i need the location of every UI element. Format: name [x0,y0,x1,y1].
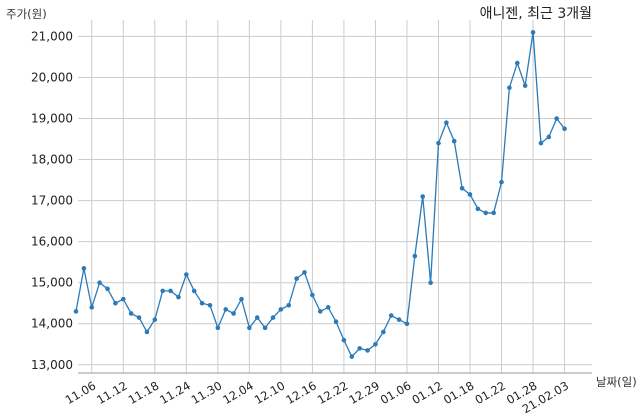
data-point [223,307,229,312]
data-point [81,266,87,271]
data-point [302,270,307,275]
x-tick-label: 01.12 [409,378,445,407]
data-point [310,292,315,298]
data-point [215,325,221,331]
y-tick-label: 21,000 [31,29,73,43]
data-point [317,309,323,314]
chart-title: 애니젠, 최근 3개월 [480,6,592,22]
data-point [176,294,181,300]
data-point [507,85,512,91]
x-tick-label: 01.22 [472,378,508,407]
data-point [254,315,260,320]
data-point [278,307,284,312]
data-point [467,192,473,197]
x-tick-label: 12.29 [346,378,382,407]
data-point [97,280,102,285]
data-point [105,286,110,292]
data-point [349,354,355,359]
grid-lines [78,20,592,373]
data-point [365,348,370,353]
y-tick-label: 17,000 [31,194,73,208]
data-point [491,210,496,216]
data-point [113,300,118,306]
x-tick-label: 11.12 [94,378,130,407]
data-point [538,140,544,146]
data-point [286,302,292,308]
x-tick-label: 12.10 [252,378,288,407]
data-point [522,83,528,88]
data-point [436,140,441,146]
x-tick-label: 11.06 [63,378,99,407]
y-axis-label: 주가(원) [6,7,47,21]
data-point [160,288,165,294]
x-tick-label: 12.22 [315,378,351,407]
x-axis-label: 날짜(일) [596,375,637,389]
data-point [136,315,142,320]
data-point [207,302,213,308]
data-point [451,138,457,144]
data-point [120,296,126,302]
data-point [168,288,173,294]
data-point [357,346,362,351]
data-point [475,206,481,212]
data-point [381,329,386,335]
data-point [89,305,95,310]
price-line [75,32,566,358]
data-point [412,253,418,259]
data-point [404,321,410,327]
x-tick-label: 12.04 [220,378,256,407]
data-point [388,313,394,318]
y-tick-label: 15,000 [31,276,73,290]
data-point [546,134,552,140]
data-point [341,337,347,343]
y-tick-label: 18,000 [31,153,73,167]
data-point [239,296,244,302]
x-tick-label: 01.18 [441,378,477,407]
data-point [231,311,236,316]
data-point [530,30,536,35]
data-point [247,325,252,331]
x-axis: 11.0611.1211.1811.2411.3012.0412.1012.16… [63,378,571,414]
y-tick-label: 14,000 [31,317,73,331]
x-tick-label: 12.16 [283,378,319,407]
data-point [262,325,268,331]
data-point [514,60,520,66]
data-point [428,280,433,285]
price-points [73,30,567,359]
data-point [444,120,449,125]
y-axis: 13,000 14,000 15,000 16,000 17,000 18,000 19,0… [31,29,73,371]
data-point [554,116,559,121]
data-point [270,315,276,320]
data-point [373,341,378,347]
data-point [562,126,567,132]
data-point [191,288,197,294]
y-tick-label: 20,000 [31,70,73,84]
data-point [499,179,504,185]
y-tick-label: 16,000 [31,235,73,249]
x-tick-label: 11.30 [189,378,225,407]
x-tick-label: 11.18 [126,378,162,407]
data-point [483,210,489,216]
y-tick-label: 13,000 [31,358,73,372]
x-tick-label: 01.06 [378,378,414,407]
data-point [325,305,331,310]
data-point [294,276,299,281]
x-tick-label: 11.24 [157,378,193,407]
data-point [459,185,465,191]
data-point [152,317,158,322]
data-point [420,194,426,199]
y-tick-label: 19,000 [31,112,73,126]
data-point [184,272,189,277]
data-point [73,309,79,314]
data-point [199,300,205,306]
data-point [144,329,150,335]
data-point [128,311,134,316]
data-point [333,319,339,324]
data-point [396,317,402,322]
